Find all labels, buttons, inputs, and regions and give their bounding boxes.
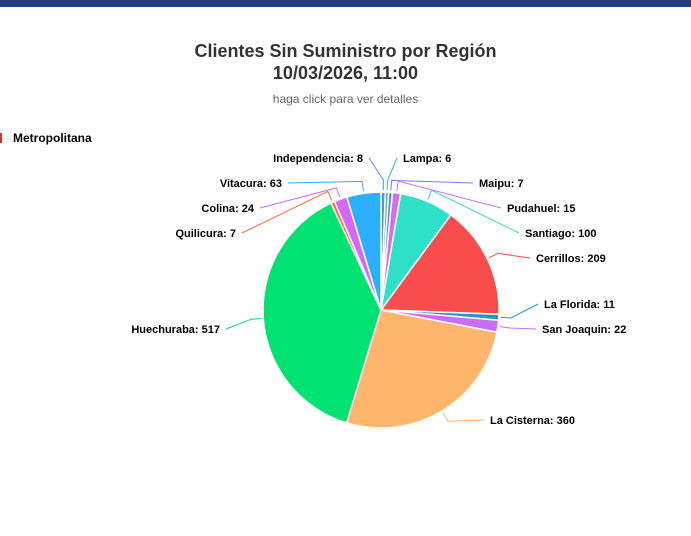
- data-label-lampa[interactable]: Lampa: 6: [403, 153, 451, 165]
- top-bar: [0, 0, 691, 7]
- connector-san-joaquin: [499, 326, 537, 330]
- connector-colina: [259, 187, 341, 209]
- connector-quilicura: [241, 190, 333, 234]
- connector-la-florida: [500, 303, 539, 319]
- data-label-san-joaquin[interactable]: San Joaquin: 22: [542, 324, 626, 336]
- data-label-quilicura[interactable]: Quilicura: 7: [175, 228, 236, 240]
- data-label-la-cisterna[interactable]: La Cisterna: 360: [490, 415, 575, 427]
- data-label-pudahuel[interactable]: Pudahuel: 15: [507, 203, 575, 215]
- connector-independencia: [368, 157, 384, 191]
- legend-item-metropolitana[interactable]: Metropolitana: [0, 131, 92, 145]
- slice-huechuraba[interactable]: [262, 202, 382, 424]
- slice-cerrillos[interactable]: [379, 213, 500, 316]
- chart-date: 10/03/2026, 11:00: [272, 63, 419, 83]
- connector-lampa: [386, 157, 398, 191]
- connector-vitacura: [287, 180, 364, 192]
- slice-la-cisterna[interactable]: [345, 309, 498, 429]
- connector-santiago: [427, 189, 520, 234]
- data-label-santiago[interactable]: Santiago: 100: [525, 228, 597, 240]
- data-label-la-florida[interactable]: La Florida: 11: [544, 299, 615, 311]
- connector-huechuraba: [225, 318, 262, 330]
- data-label-maipu[interactable]: Maipu: 7: [479, 178, 524, 190]
- connector-pudahuel: [396, 180, 502, 209]
- legend-label: Metropolitana: [13, 131, 92, 145]
- slice-vitacura[interactable]: [345, 191, 382, 311]
- data-label-independencia[interactable]: Independencia: 8: [273, 153, 363, 165]
- chart-hint: haga click para ver detalles: [272, 92, 419, 106]
- connector-la-cisterna: [442, 412, 485, 422]
- data-label-huechuraba[interactable]: Huechuraba: 517: [131, 324, 220, 336]
- chart-title: Clientes Sin Suministro por Región: [194, 41, 497, 61]
- legend-marker: [0, 133, 2, 143]
- data-label-vitacura[interactable]: Vitacura: 63: [220, 178, 282, 190]
- data-label-colina[interactable]: Colina: 24: [201, 203, 254, 215]
- data-label-cerrillos[interactable]: Cerrillos: 209: [536, 253, 606, 265]
- connector-maipu: [390, 179, 474, 191]
- connector-cerrillos: [488, 252, 531, 259]
